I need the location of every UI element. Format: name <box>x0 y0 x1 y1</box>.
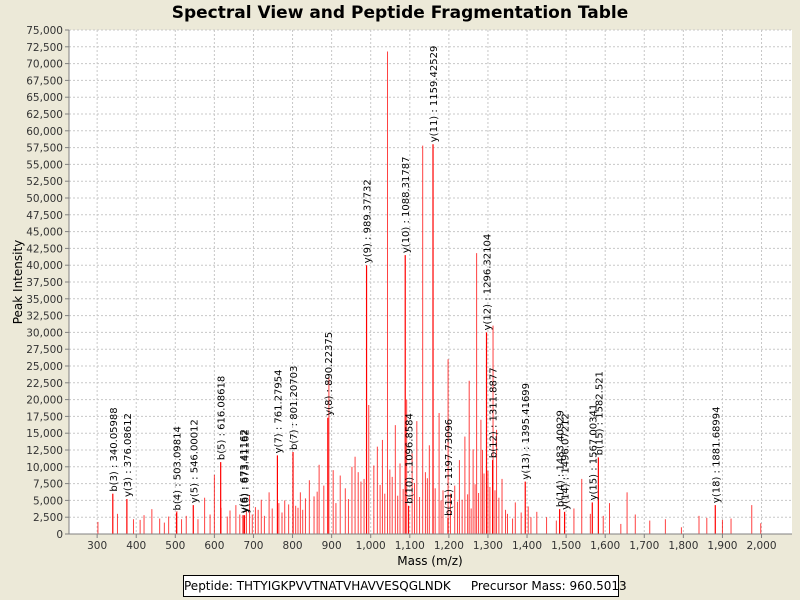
y-tick-label: 70,000 <box>26 59 63 71</box>
peak-label: y(6) : 673.41162 <box>240 429 251 513</box>
y-tick-label: 60,000 <box>26 126 63 138</box>
y-tick-label: 12,500 <box>26 445 63 457</box>
y-tick-label: 52,500 <box>26 176 63 188</box>
y-tick-label: 27,500 <box>26 344 63 356</box>
peak-label: y(10) : 1088.31787 <box>401 156 412 253</box>
y-axis-ticks: 0 2,500 5,000 7,500 10,000 12,500 15,000 17,500… <box>26 25 69 541</box>
peak-label: b(14) : 1483.40929 <box>556 410 567 507</box>
peak-label: y(5) : 546.00012 <box>189 419 200 503</box>
peak-label: b(3) : 340.05988 <box>109 407 120 491</box>
chart-title: Spectral View and Peptide Fragmentation … <box>171 3 629 23</box>
grid-lines <box>69 29 792 534</box>
x-tick-label: 1,500 <box>551 540 581 552</box>
peak-labels: b(3) : 340.05988 y(3) : 376.08612 b(4) : 5… <box>109 46 722 516</box>
y-tick-label: 42,500 <box>26 243 63 255</box>
x-tick-label: 300 <box>87 540 107 552</box>
precursor-mass-label: Precursor Mass: 960.5013 <box>470 579 627 593</box>
peptide-info-box: Peptide: THTYIGKPVVTNATVHAVVESQGLNDK Prec… <box>183 575 627 597</box>
peak-label: y(11) : 1159.42529 <box>429 46 440 143</box>
y-axis-label: Peak Intensity <box>11 240 25 325</box>
y-tick-label: 2,500 <box>33 512 63 524</box>
x-tick-label: 1,800 <box>668 540 698 552</box>
y-tick-label: 65,000 <box>26 92 63 104</box>
peak-label: y(7) : 761.27954 <box>273 369 284 453</box>
y-tick-label: 55,000 <box>26 159 63 171</box>
peak-bars <box>97 51 762 534</box>
peak-label: b(5) : 616.08618 <box>217 376 228 460</box>
peak-label: y(15) : 1567.00341 <box>588 404 599 501</box>
peak-label: b(4) : 503.09814 <box>173 426 184 510</box>
y-tick-label: 7,500 <box>33 479 63 491</box>
peak-label: y(12) : 1296.32104 <box>483 234 494 331</box>
peak-label: y(13) : 1395.41699 <box>521 383 532 480</box>
y-tick-label: 75,000 <box>26 25 63 37</box>
x-tick-label: 1,900 <box>707 540 737 552</box>
y-tick-label: 20,000 <box>26 395 63 407</box>
x-tick-label: 800 <box>283 540 303 552</box>
y-tick-label: 5,000 <box>33 495 63 507</box>
y-tick-label: 57,500 <box>26 143 63 155</box>
y-tick-label: 15,000 <box>26 428 63 440</box>
x-tick-label: 1,100 <box>395 540 425 552</box>
y-tick-label: 35,000 <box>26 294 63 306</box>
x-tick-label: 1,700 <box>629 540 659 552</box>
y-tick-label: 0 <box>56 529 63 541</box>
y-tick-label: 67,500 <box>26 75 63 87</box>
x-tick-label: 1,200 <box>434 540 464 552</box>
x-tick-label: 2,000 <box>746 540 776 552</box>
y-tick-label: 17,500 <box>26 411 63 423</box>
peak-label: b(12) : 1311.8877 <box>489 367 500 458</box>
peak-label: y(6) : 673.41162 <box>239 429 250 513</box>
x-tick-label: 1,300 <box>473 540 503 552</box>
y-tick-label: 22,500 <box>26 378 63 390</box>
y-tick-label: 10,000 <box>26 462 63 474</box>
x-axis-ticks: 300 400 500 600 700 800 900 1,000 1,100 1,200 1,30… <box>87 534 777 552</box>
x-tick-label: 900 <box>322 540 342 552</box>
peak-label: b(11) : 1197.73096 <box>444 419 455 516</box>
peak-label: b(7) : 801.20703 <box>289 366 300 450</box>
peak-label: y(14) : 1496.07212 <box>561 413 572 510</box>
x-tick-label: 1,000 <box>356 540 386 552</box>
x-tick-label: 700 <box>243 540 263 552</box>
x-tick-label: 1,400 <box>512 540 542 552</box>
peak-label: b(10) : 1096.8584 <box>405 413 416 504</box>
x-tick-label: 1,600 <box>590 540 620 552</box>
x-axis-label: Mass (m/z) <box>397 554 462 568</box>
peptide-label: Peptide: THTYIGKPVVTNATVHAVVESQGLNDK <box>184 579 451 593</box>
y-tick-label: 37,500 <box>26 277 63 289</box>
peak-label: y(18) : 1881.68994 <box>711 406 722 503</box>
y-tick-label: 72,500 <box>26 42 63 54</box>
peak-label: y(8) : 890.22375 <box>324 332 335 416</box>
peak-label: b(15) : 1582.521 <box>594 371 605 455</box>
y-tick-label: 40,000 <box>26 260 63 272</box>
peak-label: y(9) : 989.37732 <box>363 179 374 263</box>
y-tick-label: 25,000 <box>26 361 63 373</box>
y-tick-label: 30,000 <box>26 327 63 339</box>
y-tick-label: 50,000 <box>26 193 63 205</box>
y-tick-label: 45,000 <box>26 227 63 239</box>
peak-label: y(3) : 376.08612 <box>123 413 134 497</box>
x-tick-label: 600 <box>204 540 224 552</box>
x-tick-label: 500 <box>165 540 185 552</box>
y-tick-label: 62,500 <box>26 109 63 121</box>
x-tick-label: 400 <box>126 540 146 552</box>
y-tick-label: 47,500 <box>26 210 63 222</box>
y-tick-label: 32,500 <box>26 311 63 323</box>
